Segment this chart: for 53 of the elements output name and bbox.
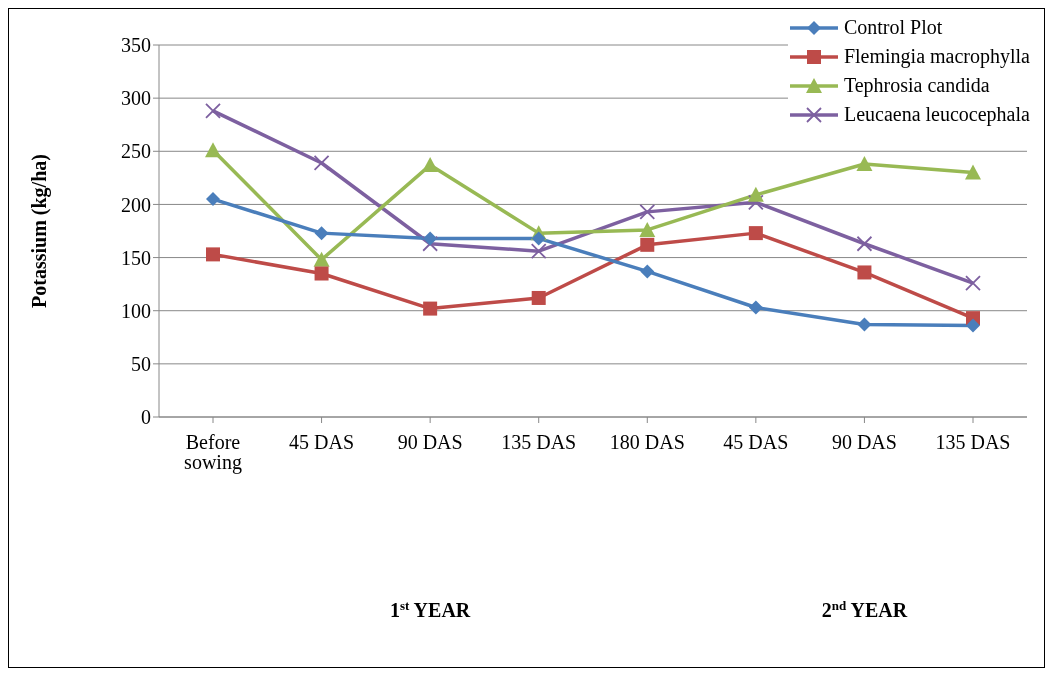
point — [423, 231, 438, 246]
y-tick-label: 250 — [121, 140, 151, 163]
y-tick-label: 200 — [121, 193, 151, 216]
text: 2$^{nd}$ YEAR — [821, 597, 908, 621]
y-tick-label: 0 — [141, 406, 151, 429]
y-tick-label: 350 — [121, 34, 151, 57]
x-tick-label: 135 DAS — [935, 431, 1011, 454]
point — [857, 317, 872, 332]
x-tick-label: 135 DAS — [501, 431, 577, 454]
point — [748, 300, 763, 315]
point — [965, 164, 981, 180]
point — [965, 275, 981, 291]
legend-label: Leucaena leucocephala — [843, 103, 1030, 125]
y-tick-label: 150 — [121, 246, 151, 269]
point — [640, 264, 655, 279]
point — [313, 251, 330, 267]
point — [205, 103, 221, 119]
x-tick-label: 45 DAS — [723, 431, 789, 454]
point — [747, 194, 764, 211]
point — [856, 156, 873, 172]
y-tick-label: 100 — [121, 299, 151, 322]
point — [423, 301, 438, 316]
point — [531, 290, 546, 305]
legend-label: Flemingia macrophylla — [843, 45, 1030, 67]
point — [314, 226, 329, 241]
x-tick-label: 45 DAS — [289, 431, 355, 454]
point — [531, 231, 546, 246]
x-tick-label: Before sowing — [184, 431, 242, 475]
x-tick-label: 180 DAS — [609, 431, 685, 454]
point — [206, 247, 220, 262]
legend-label: Tephrosia candida — [843, 74, 990, 96]
point — [857, 265, 872, 280]
point — [639, 203, 656, 220]
point — [206, 192, 220, 207]
y-axis-title: Potassium (kg/ha) — [28, 154, 52, 308]
legend-label: Control Plot — [843, 16, 943, 38]
point — [205, 142, 221, 158]
text: 1$^{st}$ YEAR — [389, 597, 471, 621]
point — [314, 266, 329, 281]
point — [530, 243, 547, 260]
point — [313, 155, 330, 171]
point — [422, 235, 439, 252]
point — [640, 237, 655, 252]
point — [422, 157, 439, 173]
x-tick-label: 90 DAS — [397, 431, 463, 454]
point — [966, 318, 980, 333]
point — [748, 226, 763, 241]
y-tick-label: 50 — [131, 352, 151, 375]
point — [856, 235, 873, 252]
point — [639, 221, 656, 237]
point — [747, 186, 764, 202]
y-tick-label: 300 — [121, 87, 151, 110]
x-tick-label: 90 DAS — [831, 431, 897, 454]
